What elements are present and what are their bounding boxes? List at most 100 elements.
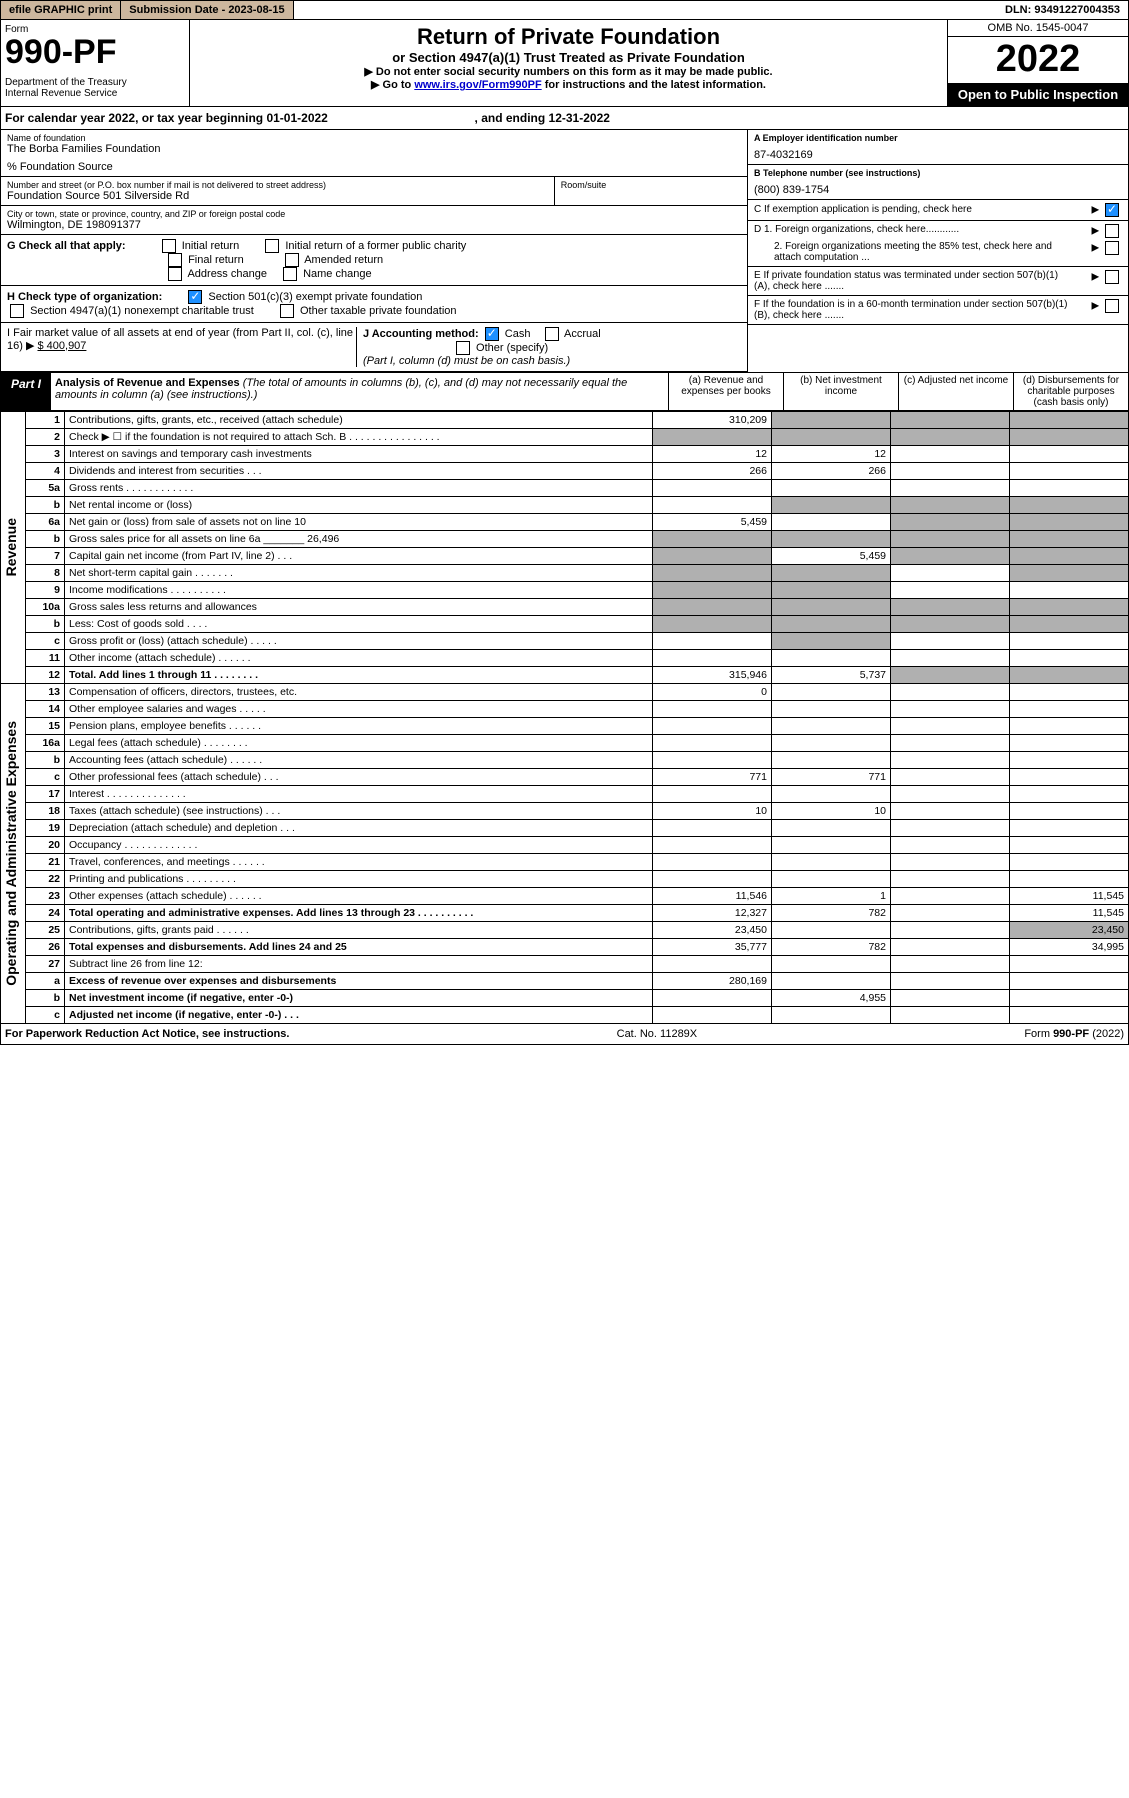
col-d: (d) Disbursements for charitable purpose… [1013,373,1128,410]
cb-amended[interactable] [285,253,299,267]
calendar-year: For calendar year 2022, or tax year begi… [0,107,1129,130]
table-row: 20Occupancy . . . . . . . . . . . . . [1,836,1129,853]
table-row: bAccounting fees (attach schedule) . . .… [1,751,1129,768]
address: Foundation Source 501 Silverside Rd [7,190,548,202]
ein-label: A Employer identification number [754,133,1122,143]
cb-other-taxable[interactable] [280,304,294,318]
topbar: efile GRAPHIC print Submission Date - 20… [0,0,1129,20]
g-checks: G Check all that apply: Initial return I… [1,235,747,286]
table-row: cAdjusted net income (if negative, enter… [1,1006,1129,1023]
dept: Department of the Treasury Internal Reve… [5,77,185,99]
cb-e[interactable] [1105,270,1119,284]
table-row: 9Income modifications . . . . . . . . . … [1,581,1129,598]
d2: 2. Foreign organizations meeting the 85%… [754,241,1074,263]
name-label: Name of foundation [7,133,741,143]
note-2: ▶ Go to www.irs.gov/Form990PF for instru… [194,78,943,91]
e-text: E If private foundation status was termi… [754,270,1074,292]
i-value: $ 400,907 [37,340,86,352]
table-row: 18Taxes (attach schedule) (see instructi… [1,802,1129,819]
part1-table: Revenue1Contributions, gifts, grants, et… [0,411,1129,1024]
cb-c[interactable] [1105,203,1119,217]
table-row: 6aNet gain or (loss) from sale of assets… [1,513,1129,530]
part1-header: Part I Analysis of Revenue and Expenses … [0,372,1129,411]
i-j-row: I Fair market value of all assets at end… [1,323,747,372]
table-row: 27Subtract line 26 from line 12: [1,955,1129,972]
cb-4947[interactable] [10,304,24,318]
omb: OMB No. 1545-0047 [948,20,1128,37]
table-row: 26Total expenses and disbursements. Add … [1,938,1129,955]
table-row: 14Other employee salaries and wages . . … [1,700,1129,717]
table-row: 10aGross sales less returns and allowanc… [1,598,1129,615]
expenses-label: Operating and Administrative Expenses [1,717,21,990]
f-text: F If the foundation is in a 60-month ter… [754,299,1074,321]
foundation-source: % Foundation Source [7,161,741,173]
table-row: aExcess of revenue over expenses and dis… [1,972,1129,989]
table-row: 5aGross rents . . . . . . . . . . . . [1,479,1129,496]
table-row: 23Other expenses (attach schedule) . . .… [1,887,1129,904]
table-row: 22Printing and publications . . . . . . … [1,870,1129,887]
form-title: Return of Private Foundation [194,24,943,50]
cb-d1[interactable] [1105,224,1119,238]
table-row: 24Total operating and administrative exp… [1,904,1129,921]
cb-d2[interactable] [1105,241,1119,255]
table-row: cGross profit or (loss) (attach schedule… [1,632,1129,649]
footer: For Paperwork Reduction Act Notice, see … [0,1024,1129,1045]
table-row: 21Travel, conferences, and meetings . . … [1,853,1129,870]
col-a: (a) Revenue and expenses per books [668,373,783,410]
cb-501c3[interactable] [188,290,202,304]
col-c: (c) Adjusted net income [898,373,1013,410]
cb-other-method[interactable] [456,341,470,355]
efile-label: efile GRAPHIC print [1,1,121,19]
tax-year: 2022 [948,37,1128,83]
col-b: (b) Net investment income [783,373,898,410]
form-subtitle: or Section 4947(a)(1) Trust Treated as P… [194,50,943,65]
cb-f[interactable] [1105,299,1119,313]
h-checks: H Check type of organization: Section 50… [1,286,747,323]
d1: D 1. Foreign organizations, check here..… [754,224,959,238]
j-note: (Part I, column (d) must be on cash basi… [363,355,570,367]
table-row: bNet rental income or (loss) [1,496,1129,513]
table-row: 7Capital gain net income (from Part IV, … [1,547,1129,564]
footer-left: For Paperwork Reduction Act Notice, see … [5,1028,289,1040]
city-label: City or town, state or province, country… [7,209,741,219]
table-row: 4Dividends and interest from securities … [1,462,1129,479]
footer-mid: Cat. No. 11289X [617,1028,698,1040]
tel-label: B Telephone number (see instructions) [754,168,1122,178]
table-row: Operating and Administrative Expenses13C… [1,683,1129,700]
foundation-name: The Borba Families Foundation [7,143,741,155]
telephone: (800) 839-1754 [754,184,1122,196]
entity-info: Name of foundation The Borba Families Fo… [0,130,1129,372]
cb-addr-change[interactable] [168,267,182,281]
table-row: 15Pension plans, employee benefits . . .… [1,717,1129,734]
submission-date: Submission Date - 2023-08-15 [121,1,293,19]
note-1: ▶ Do not enter social security numbers o… [194,65,943,78]
dln: DLN: 93491227004353 [997,1,1128,19]
table-row: bGross sales price for all assets on lin… [1,530,1129,547]
form-header: Form 990-PF Department of the Treasury I… [0,20,1129,107]
addr-label: Number and street (or P.O. box number if… [7,180,548,190]
form-number: 990-PF [5,35,185,69]
cb-initial[interactable] [162,239,176,253]
irs-link[interactable]: www.irs.gov/Form990PF [414,79,541,91]
table-row: 19Depreciation (attach schedule) and dep… [1,819,1129,836]
table-row: 2Check ▶ ☐ if the foundation is not requ… [1,428,1129,445]
city: Wilmington, DE 198091377 [7,219,741,231]
c-text: C If exemption application is pending, c… [754,204,972,215]
cb-name-change[interactable] [283,267,297,281]
table-row: bNet investment income (if negative, ent… [1,989,1129,1006]
cb-accrual[interactable] [545,327,559,341]
table-row: 12Total. Add lines 1 through 11 . . . . … [1,666,1129,683]
table-row: cOther professional fees (attach schedul… [1,768,1129,785]
revenue-label: Revenue [1,514,21,580]
cb-final[interactable] [168,253,182,267]
open-inspection: Open to Public Inspection [948,83,1128,106]
table-row: 3Interest on savings and temporary cash … [1,445,1129,462]
cb-initial-former[interactable] [265,239,279,253]
table-row: 25Contributions, gifts, grants paid . . … [1,921,1129,938]
cb-cash[interactable] [485,327,499,341]
table-row: 16aLegal fees (attach schedule) . . . . … [1,734,1129,751]
table-row: Revenue1Contributions, gifts, grants, et… [1,411,1129,428]
part1-tab: Part I [1,373,51,410]
table-row: bLess: Cost of goods sold . . . . [1,615,1129,632]
footer-right: Form 990-PF (2022) [1024,1028,1124,1040]
